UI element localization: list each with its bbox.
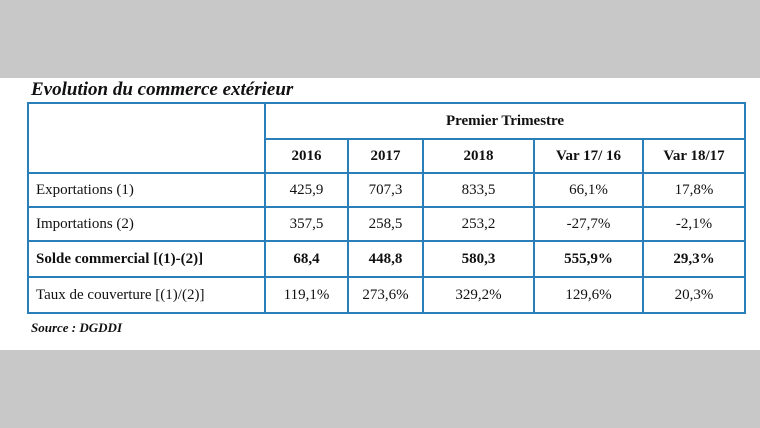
table-cell: 357,5 <box>264 206 349 242</box>
column-header: 2018 <box>422 138 535 174</box>
table-cell: 66,1% <box>533 172 644 208</box>
table-cell: 68,4 <box>264 240 349 278</box>
table-cell: 425,9 <box>264 172 349 208</box>
row-label: Taux de couverture [(1)/(2)] <box>27 276 266 314</box>
table-cell: 555,9% <box>533 240 644 278</box>
group-header: Premier Trimestre <box>263 102 747 140</box>
column-header: Var 18/17 <box>641 138 747 174</box>
table-cell: 129,6% <box>533 276 644 314</box>
table-cell: 448,8 <box>347 240 424 278</box>
source-note: Source : DGDDI <box>31 320 122 335</box>
table-cell: 273,6% <box>347 276 424 314</box>
column-header: Var 17/ 16 <box>533 138 644 174</box>
table-cell: 119,1% <box>264 276 349 314</box>
header-row-years: 2016 2017 2018 Var 17/ 16 Var 18/17 <box>28 138 747 174</box>
column-header: 2016 <box>264 138 349 174</box>
corner-cell <box>27 102 266 174</box>
table-cell: 580,3 <box>422 240 535 278</box>
table-cell: 833,5 <box>422 172 535 208</box>
row-label: Exportations (1) <box>27 172 266 208</box>
table-cell: 20,3% <box>641 276 747 314</box>
column-header: 2017 <box>347 138 424 174</box>
trade-table: Premier Trimestre 2016 2017 2018 Var 17/… <box>27 102 747 314</box>
row-label: Importations (2) <box>27 206 266 242</box>
header-row-group: Premier Trimestre <box>27 102 747 174</box>
table-cell: 29,3% <box>641 240 747 278</box>
table-row: Importations (2) 357,5 258,5 253,2 -27,7… <box>27 206 747 242</box>
table-cell: -27,7% <box>533 206 644 242</box>
table-row: Exportations (1) 425,9 707,3 833,5 66,1%… <box>27 172 747 208</box>
table-cell: 329,2% <box>422 276 535 314</box>
table-row: Taux de couverture [(1)/(2)] 119,1% 273,… <box>27 276 747 314</box>
table-cell: 17,8% <box>641 172 747 208</box>
table-title: Evolution du commerce extérieur <box>31 79 294 100</box>
table-row-highlight: Solde commercial [(1)-(2)] 68,4 448,8 58… <box>27 240 747 278</box>
table-cell: 707,3 <box>347 172 424 208</box>
table-cell: 258,5 <box>347 206 424 242</box>
row-label: Solde commercial [(1)-(2)] <box>27 240 266 278</box>
table-cell: 253,2 <box>422 206 535 242</box>
table-cell: -2,1% <box>641 206 747 242</box>
